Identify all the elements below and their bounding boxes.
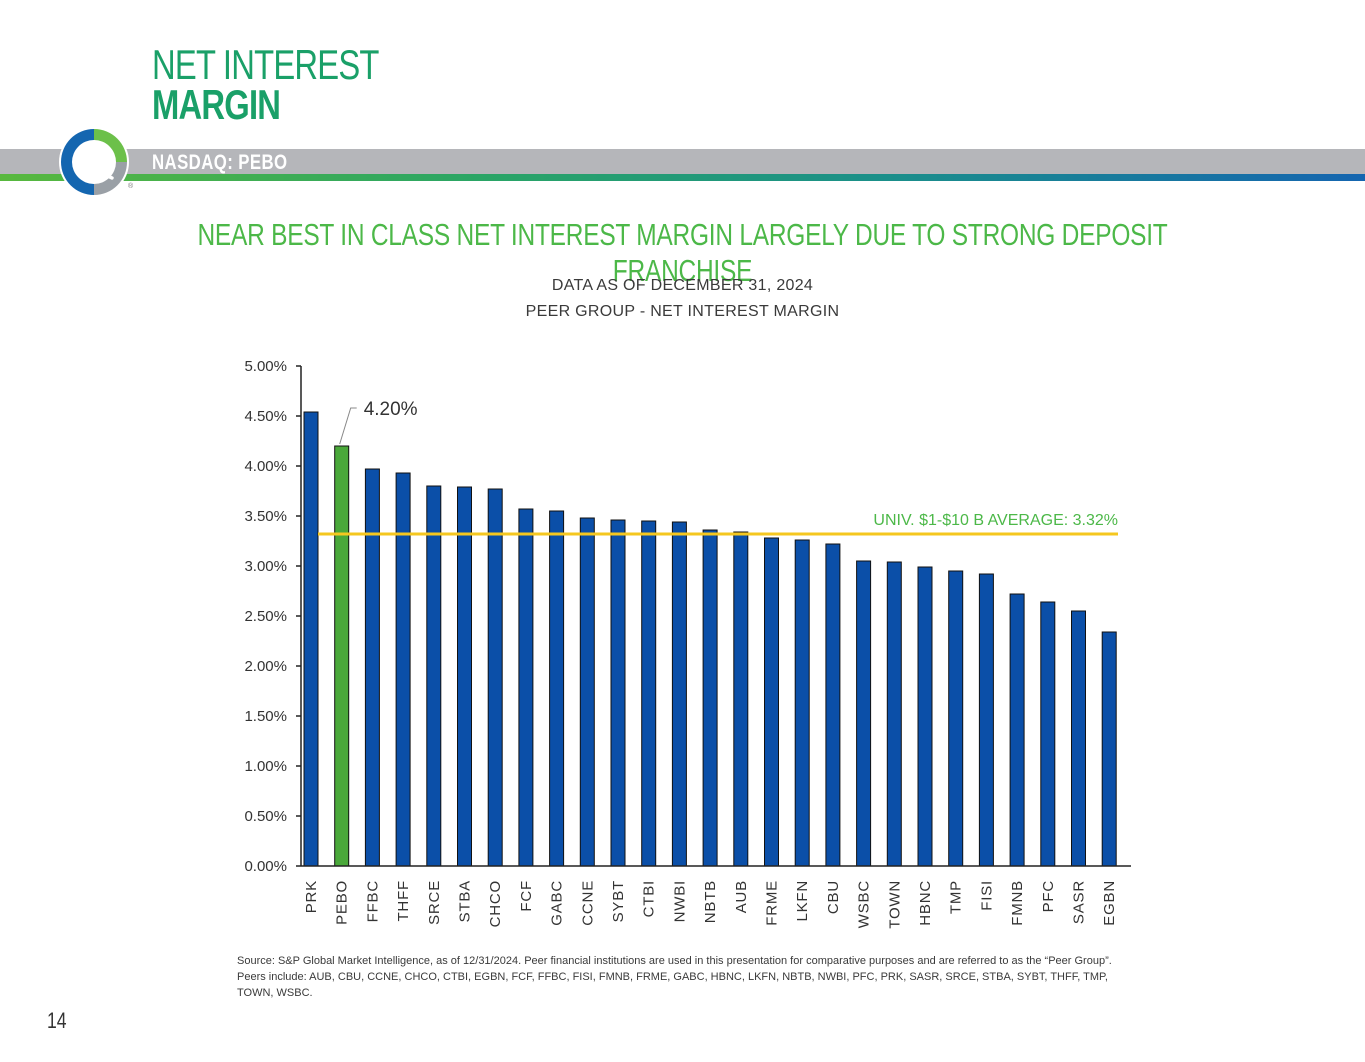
x-tick-label: FCF	[518, 880, 535, 912]
x-tick-label: GABC	[549, 880, 566, 926]
bar-pebo	[334, 445, 350, 867]
x-tick-label: THFF	[395, 880, 412, 922]
bar-cbu	[825, 543, 841, 867]
bar-gabc	[549, 510, 565, 867]
bar-wsbc	[856, 560, 872, 867]
x-tick-label: HBNC	[917, 880, 934, 926]
page-title-line1: NET INTEREST	[152, 41, 379, 88]
x-tick-label: FRME	[764, 880, 781, 926]
x-tick-label: TOWN	[886, 880, 903, 929]
bar-egbn	[1101, 631, 1117, 867]
x-tick-label: CHCO	[487, 880, 504, 927]
x-tick-label: PFC	[1040, 880, 1057, 912]
y-tick-label: 0.00%	[244, 858, 287, 875]
x-tick-label: CCNE	[579, 880, 596, 926]
x-tick-label: FFBC	[364, 880, 381, 922]
bar-town	[886, 561, 902, 867]
bar-ctbi	[641, 520, 657, 867]
y-tick-label: 3.50%	[244, 508, 287, 525]
x-tick-label: TMP	[948, 880, 965, 914]
x-tick-label: STBA	[457, 880, 474, 922]
bar-stba	[457, 486, 472, 867]
y-tick-label: 2.50%	[244, 608, 287, 625]
x-tick-label: SYBT	[610, 880, 627, 922]
header-gradient-stripe	[0, 174, 1365, 181]
highlight-leader-line	[339, 407, 357, 445]
page-title: NET INTEREST MARGIN	[152, 44, 379, 126]
slide-subtitle: NEAR BEST IN CLASS NET INTEREST MARGIN L…	[0, 217, 1365, 289]
bar-ccne	[579, 517, 595, 867]
highlight-data-label: 4.20%	[364, 399, 418, 420]
bar-fisi	[978, 573, 994, 867]
y-tick-label: 2.00%	[244, 658, 287, 675]
registered-mark: ®	[128, 182, 134, 190]
source-footnote: Source: S&P Global Market Intelligence, …	[237, 955, 1112, 999]
x-tick-label: NBTB	[702, 880, 719, 923]
y-tick-label: 3.00%	[244, 558, 287, 575]
y-tick-label: 4.00%	[244, 458, 287, 475]
slide-subtitle-text: NEAR BEST IN CLASS NET INTEREST MARGIN L…	[197, 217, 1168, 288]
bar-fcf	[518, 508, 534, 867]
bar-sasr	[1071, 610, 1086, 867]
page-title-line2: MARGIN	[152, 81, 281, 128]
x-tick-label: FISI	[978, 880, 995, 911]
bar-sybt	[610, 519, 626, 867]
chart-subtitle: PEER GROUP - NET INTEREST MARGIN	[525, 303, 840, 320]
x-tick-label: PRK	[303, 880, 320, 913]
page-number: 14	[47, 1008, 67, 1033]
bar-pfc	[1040, 601, 1056, 867]
header-band	[0, 149, 1365, 174]
bar-srce	[426, 485, 442, 867]
chart-title: DATA AS OF DECEMBER 31, 2024	[551, 277, 814, 294]
bar-lkfn	[794, 539, 810, 867]
bar-hbnc	[917, 566, 933, 867]
y-tick-label: 0.50%	[244, 808, 287, 825]
reference-line-label: UNIV. $1-$10 B AVERAGE: 3.32%	[873, 512, 1118, 529]
x-tick-label: CTBI	[641, 880, 658, 917]
bar-ffbc	[364, 468, 380, 867]
x-tick-label: SASR	[1071, 880, 1088, 924]
y-tick-label: 1.50%	[244, 708, 287, 725]
peoples-bancorp-logo-icon: ®	[59, 127, 134, 197]
y-tick-label: 5.00%	[244, 358, 287, 375]
ticker-label: NASDAQ: PEBO	[152, 151, 288, 174]
bar-thff	[395, 472, 411, 867]
bar-nbtb	[702, 529, 718, 867]
y-tick-label: 4.50%	[244, 408, 287, 425]
bar-nwbi	[671, 521, 687, 867]
x-tick-label: AUB	[733, 880, 750, 913]
bar-fmnb	[1009, 593, 1025, 867]
bar-aub	[733, 531, 749, 867]
x-tick-label: NWBI	[671, 880, 688, 922]
x-tick-label: FMNB	[1009, 880, 1026, 926]
bar-frme	[764, 537, 779, 867]
bar-prk	[303, 411, 319, 867]
x-tick-label: WSBC	[856, 880, 873, 928]
bar-tmp	[948, 570, 964, 867]
x-tick-label: EGBN	[1101, 880, 1118, 926]
bar-chco	[487, 488, 503, 867]
x-tick-label: CBU	[825, 880, 842, 914]
x-tick-label: SRCE	[426, 880, 443, 925]
y-tick-label: 1.00%	[244, 758, 287, 775]
x-tick-label: LKFN	[794, 880, 811, 922]
x-tick-label: PEBO	[334, 880, 351, 925]
